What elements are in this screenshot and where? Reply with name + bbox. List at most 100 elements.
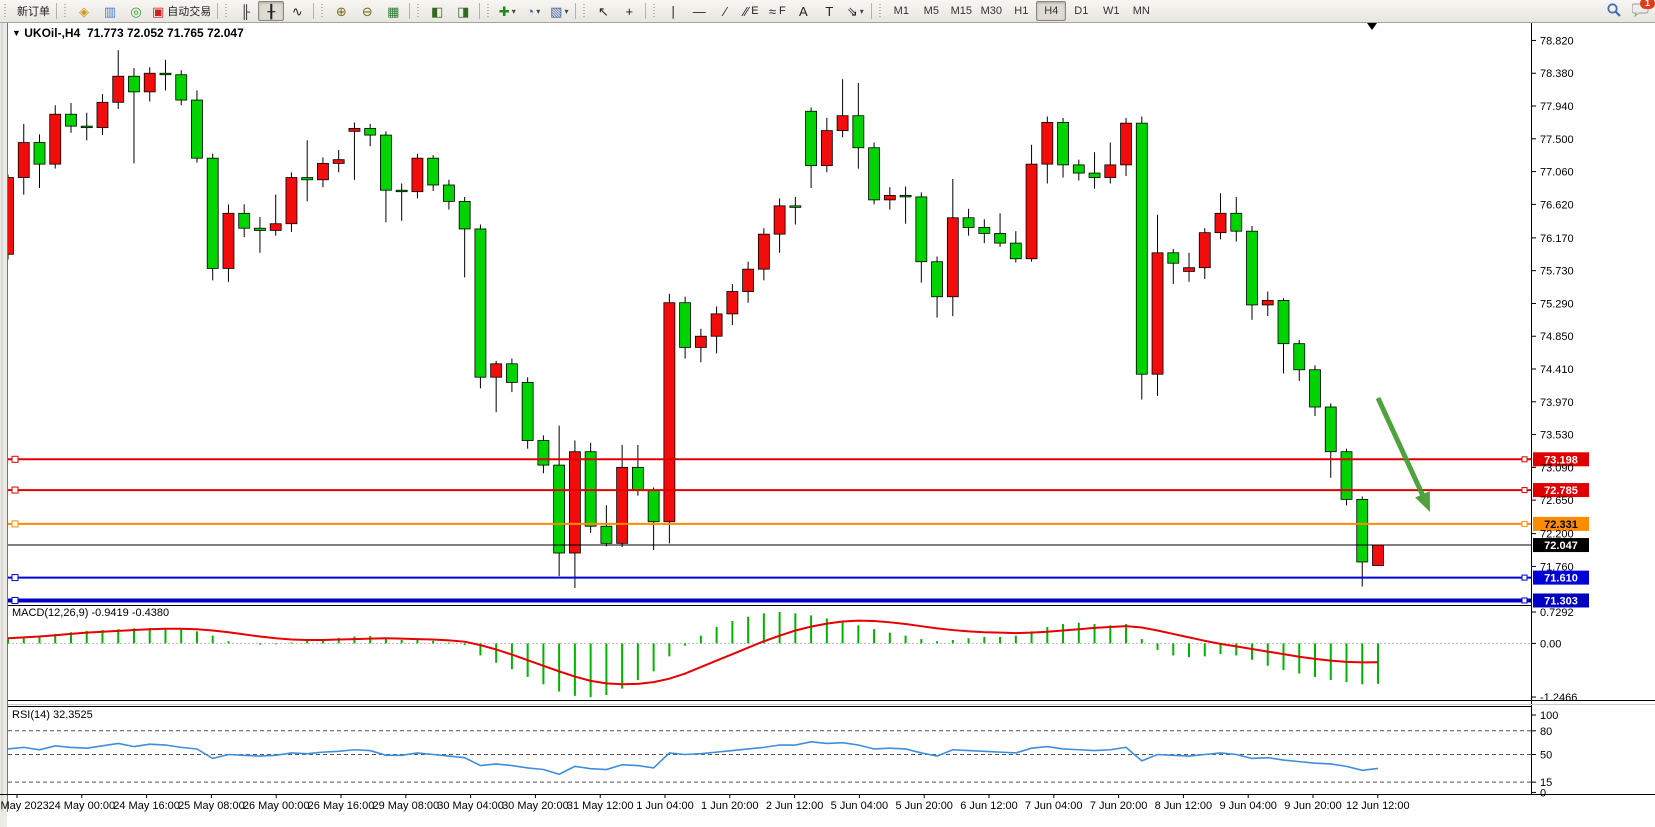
timeframe-d1-button[interactable]: D1 (1074, 5, 1089, 17)
dropdown-caret-icon[interactable]: ▾ (511, 6, 516, 16)
line-chart-button[interactable]: ∿ (284, 1, 310, 21)
equidistant-channel-button[interactable]: ∕∕ E (738, 1, 764, 21)
indicators-icon[interactable]: ◧ (424, 1, 450, 21)
zoom-out-glyph: ⊖ (361, 3, 373, 19)
vertical-line-button[interactable]: ∣ (660, 1, 686, 21)
macd-histogram (7, 611, 1379, 698)
date-axis-label: 26 May 16:00 (308, 800, 375, 812)
price-axis-label: 77.940 (1540, 101, 1574, 113)
line-handle[interactable] (11, 455, 19, 463)
date-axis-label: 24 May 16:00 (113, 800, 180, 812)
text-label-button[interactable]: T (816, 1, 842, 21)
fibonacci-glyph: ≈ (768, 3, 776, 19)
timeframe-h1-button[interactable]: H1 (1014, 5, 1029, 17)
date-axis-label: 1 Jun 20:00 (701, 800, 759, 812)
date-axis-label: 8 Jun 12:00 (1155, 800, 1213, 812)
timeframe-m5-button[interactable]: M5 (923, 5, 939, 17)
fibonacci-button-label: F (779, 5, 786, 17)
date-axis-label: 5 Jun 20:00 (895, 800, 953, 812)
timeframe-h4-button[interactable]: H4 (1036, 1, 1067, 21)
timeframe-m1-button[interactable]: M1 (893, 5, 909, 17)
vertical-line-glyph: ∣ (670, 3, 677, 19)
price-axis-label: 73.530 (1540, 430, 1574, 442)
equidistant-channel-button-label: E (751, 5, 759, 17)
price-axis-label: 76.170 (1540, 233, 1574, 245)
tile-windows-glyph: ▦ (387, 3, 400, 19)
new-chart-glyph: ✚ (498, 3, 510, 19)
timeframe-m30-button[interactable]: M30 (980, 5, 1002, 17)
periods-button[interactable]: ◔ ▾ (520, 1, 546, 21)
market-watch-icon-glyph: ▥ (103, 3, 117, 19)
dropdown-caret-icon[interactable]: ▾ (536, 6, 541, 16)
date-axis-label: 9 Jun 04:00 (1219, 800, 1277, 812)
trendline-button[interactable]: ∕ (712, 1, 738, 21)
zoom-out-button[interactable]: ⊖ (354, 1, 380, 21)
trend-arrow-object[interactable] (1375, 396, 1430, 512)
arrows-button[interactable]: ⇘ ▾ (842, 1, 868, 21)
signals-icon[interactable]: ◎ (123, 1, 149, 21)
date-axis-label: 24 May 00:00 (48, 800, 115, 812)
toolbar: 新订单 ◈ ▥ ◎ ▣ 自动交易 ╟ ╂ ∿ ⊕ ⊖ ▦ ◧ ◨ ✚ ▾ ◔ ▾ ▧ ▾ ↖ + ∣ ― ∕ ∕∕ E ≈ F A T ⇘ ▾ M… (0, 0, 1655, 23)
date-axis-label: 26 May 00:00 (243, 800, 310, 812)
line-handle[interactable] (11, 574, 19, 582)
line-handle[interactable] (1521, 520, 1528, 527)
date-axis-label: 23 May 2023 (0, 800, 49, 812)
date-axis-label: 5 Jun 04:00 (831, 800, 889, 812)
objects-list-icon-glyph: ◨ (457, 3, 470, 19)
horizontal-line-71.303[interactable] (8, 596, 1531, 604)
date-axis-label: 30 May 20:00 (502, 800, 569, 812)
price-tag-72.047: 72.047 (1533, 538, 1589, 553)
auto-trading-glyph: ▣ (152, 3, 165, 19)
cursor-glyph: ↖ (597, 3, 609, 19)
line-handle[interactable] (11, 596, 19, 604)
candlestick-chart-button[interactable]: ╂ (258, 1, 285, 21)
fibonacci-button[interactable]: ≈ F (764, 1, 790, 21)
line-handle[interactable] (1521, 597, 1528, 604)
dropdown-caret-icon[interactable]: ▾ (564, 6, 569, 16)
line-handle[interactable] (11, 486, 19, 494)
order-history-icon[interactable]: ◈ (71, 1, 97, 21)
zoom-in-button[interactable]: ⊕ (328, 1, 354, 21)
auto-trading-button[interactable]: ▣ 自动交易 (149, 1, 214, 21)
tile-windows-button[interactable]: ▦ (380, 1, 406, 21)
timeframe-m15-button[interactable]: M15 (950, 5, 972, 17)
svg-text:71.610: 71.610 (1544, 573, 1578, 585)
equidistant-channel-glyph: ∕∕ (743, 3, 749, 19)
search-icon[interactable] (1606, 2, 1622, 21)
date-axis-label: 30 May 04:00 (437, 800, 504, 812)
price-axis-label: 75.290 (1540, 298, 1574, 310)
date-axis-label: 7 Jun 04:00 (1025, 800, 1083, 812)
price-tag-72.785: 72.785 (1533, 483, 1589, 498)
horizontal-line-72.785[interactable] (8, 486, 1531, 494)
price-tag-71.610: 71.610 (1533, 570, 1589, 585)
bar-chart-button[interactable]: ╟ (232, 1, 258, 21)
new-chart-button[interactable]: ✚ ▾ (494, 1, 520, 21)
horizontal-line-73.198[interactable] (8, 455, 1531, 463)
horizontal-line-72.331[interactable] (8, 520, 1531, 528)
date-axis-label: 25 May 08:00 (178, 800, 245, 812)
timeframe-w1-button[interactable]: W1 (1103, 5, 1120, 17)
notifications-icon[interactable]: 1 (1631, 0, 1655, 20)
objects-list-icon[interactable]: ◨ (450, 1, 476, 21)
template-button[interactable]: ▧ ▾ (546, 1, 572, 21)
line-handle[interactable] (1521, 574, 1528, 581)
svg-text:72.331: 72.331 (1544, 519, 1578, 531)
price-axis-label: 76.620 (1540, 199, 1574, 211)
line-handle[interactable] (1521, 456, 1528, 463)
rsi-axis-label: 100 (1540, 710, 1558, 722)
text-button[interactable]: A (790, 1, 816, 21)
market-watch-icon[interactable]: ▥ (97, 1, 123, 21)
crosshair-button[interactable]: + (616, 1, 642, 21)
new-order-button[interactable]: 新订单 (11, 1, 53, 21)
price-axis-label: 71.760 (1540, 561, 1574, 573)
price-axis-label: 74.410 (1540, 364, 1574, 376)
horizontal-line-button[interactable]: ― (686, 1, 712, 21)
line-handle[interactable] (1521, 487, 1528, 494)
cursor-button[interactable]: ↖ (590, 1, 616, 21)
dropdown-caret-icon[interactable]: ▾ (859, 6, 864, 16)
timeframe-mn-button[interactable]: MN (1132, 5, 1150, 17)
rsi-axis-label: 15 (1540, 777, 1552, 789)
horizontal-line-71.610[interactable] (8, 574, 1531, 582)
line-handle[interactable] (11, 520, 19, 528)
